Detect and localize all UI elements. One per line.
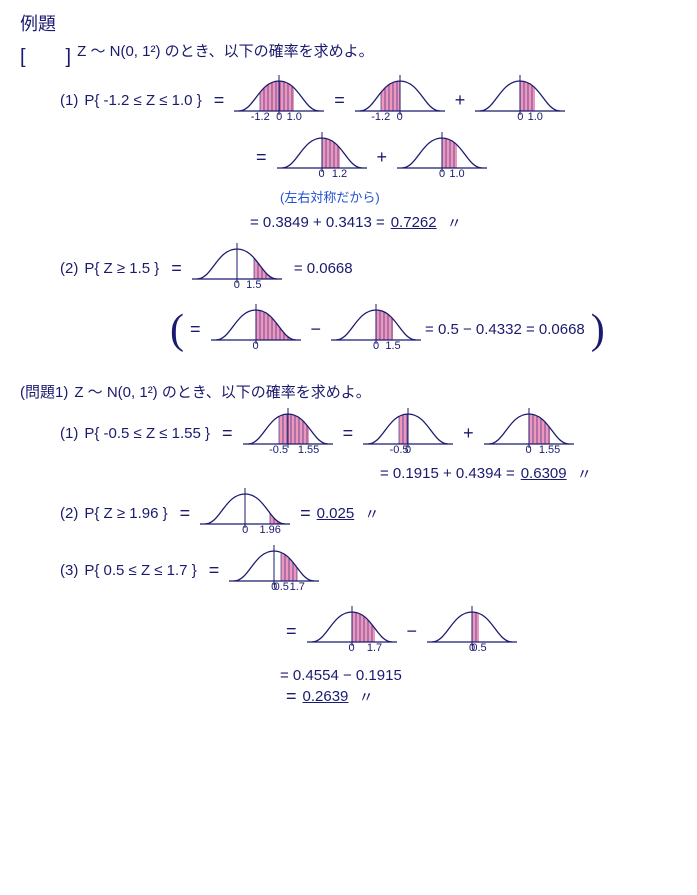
prob-premise: Z ～ N(0, 1²) のとき、以下の確率を求めよ。 — [74, 381, 370, 402]
ex1-label: (1) — [60, 92, 78, 109]
premise: Z ～ N(0, 1²) のとき、以下の確率を求めよ。 — [77, 40, 373, 61]
bell-curve: 01.0 — [397, 130, 487, 185]
ex1-row1: (1) P{ -1.2 ≤ Z ≤ 1.0 } = -1.201.0 = -1.… — [60, 73, 677, 128]
p3-final: = 0.2639 〃 — [280, 686, 677, 707]
ex2-label: (2) — [60, 260, 78, 277]
plus-sign: + — [463, 423, 474, 444]
bell-curve: 01.55 — [484, 406, 574, 461]
p2-row: (2) P{ Z ≥ 1.96 } = 01.96 = 0.025 〃 — [60, 486, 677, 541]
minus-sign: − — [311, 319, 322, 340]
bell-curve: 01.2 — [277, 130, 367, 185]
bell-curve: 01.7 — [307, 604, 397, 659]
ex1-row2: = 01.2 + 01.0 — [250, 130, 677, 185]
eq-sign: = — [300, 503, 311, 524]
bell-curve: 01.0 — [475, 73, 565, 128]
p3-tail: 〃 — [354, 686, 373, 707]
ex1-tail: 〃 — [443, 212, 462, 233]
bell-curve: 01.5 — [192, 241, 282, 296]
bell-curve: -0.50 — [363, 406, 453, 461]
prob-label: (問題1) — [20, 381, 68, 402]
p3-label: (3) — [60, 562, 78, 579]
ex1-note: (左右対称だから) — [280, 187, 677, 206]
bell-curve: 00.51.7 — [229, 543, 319, 598]
paren-close: ) — [591, 309, 605, 351]
eq-sign: = — [171, 258, 182, 279]
p1-result: 0.6309 — [521, 465, 567, 482]
ex2-paren: ( = 0 − 01.5 = 0.5 − 0.4332 = 0.0668 ) — [170, 302, 677, 357]
ex1-calc: = 0.3849 + 0.3413 = 0.7262 〃 — [250, 212, 677, 233]
ex2-result: = 0.0668 — [294, 260, 353, 277]
p1-calc-text: = 0.1915 + 0.4394 = — [380, 465, 515, 482]
p1-calc: = 0.1915 + 0.4394 = 0.6309 〃 — [380, 463, 677, 484]
eq-sign: = — [190, 319, 201, 340]
bell-curve: 01.5 — [331, 302, 421, 357]
p3-row2: = 01.7 − 00.5 — [280, 604, 677, 659]
eq-sign: = — [256, 147, 267, 168]
bell-curve: -1.20 — [355, 73, 445, 128]
ex1-result: 0.7262 — [391, 214, 437, 231]
eq-sign: = — [286, 686, 297, 707]
eq-sign: = — [180, 503, 191, 524]
bell-curve: 0 — [211, 302, 301, 357]
eq-sign: = — [222, 423, 233, 444]
p2-expr: P{ Z ≥ 1.96 } — [84, 505, 167, 522]
p1-label: (1) — [60, 425, 78, 442]
paren-open: ( — [170, 309, 184, 351]
p2-result: 0.025 — [317, 505, 355, 522]
p2-label: (2) — [60, 505, 78, 522]
eq-sign: = — [286, 621, 297, 642]
p3-row1: (3) P{ 0.5 ≤ Z ≤ 1.7 } = 00.51.7 — [60, 543, 677, 598]
plus-sign: + — [377, 147, 388, 168]
p3-result: 0.2639 — [303, 688, 349, 705]
ex2-row: (2) P{ Z ≥ 1.5 } = 01.5 = 0.0668 — [60, 241, 677, 296]
title: 例題 — [20, 10, 56, 36]
ex1-calc-text: = 0.3849 + 0.3413 = — [250, 214, 385, 231]
p2-tail: 〃 — [360, 503, 379, 524]
bell-curve: 00.5 — [427, 604, 517, 659]
plus-sign: + — [455, 90, 466, 111]
eq-sign: = — [209, 560, 220, 581]
p3-expr: P{ 0.5 ≤ Z ≤ 1.7 } — [84, 562, 196, 579]
bell-curve: -0.51.55 — [243, 406, 333, 461]
ex1-expr: P{ -1.2 ≤ Z ≤ 1.0 } — [84, 92, 201, 109]
p3-calc-text: = 0.4554 − 0.1915 — [280, 667, 402, 684]
minus-sign: − — [407, 621, 418, 642]
p1-row: (1) P{ -0.5 ≤ Z ≤ 1.55 } = -0.51.55 = -0… — [60, 406, 677, 461]
eq-sign: = — [343, 423, 354, 444]
ex2-paren-tail: = 0.5 − 0.4332 = 0.0668 — [425, 321, 585, 338]
p3-calc: = 0.4554 − 0.1915 — [280, 667, 677, 684]
bell-curve: 01.96 — [200, 486, 290, 541]
ex2-expr: P{ Z ≥ 1.5 } — [84, 260, 159, 277]
bracket: [ ] — [20, 40, 71, 69]
bell-curve: -1.201.0 — [234, 73, 324, 128]
eq-sign: = — [334, 90, 345, 111]
p1-tail: 〃 — [573, 463, 592, 484]
eq-sign: = — [214, 90, 225, 111]
p1-expr: P{ -0.5 ≤ Z ≤ 1.55 } — [84, 425, 210, 442]
